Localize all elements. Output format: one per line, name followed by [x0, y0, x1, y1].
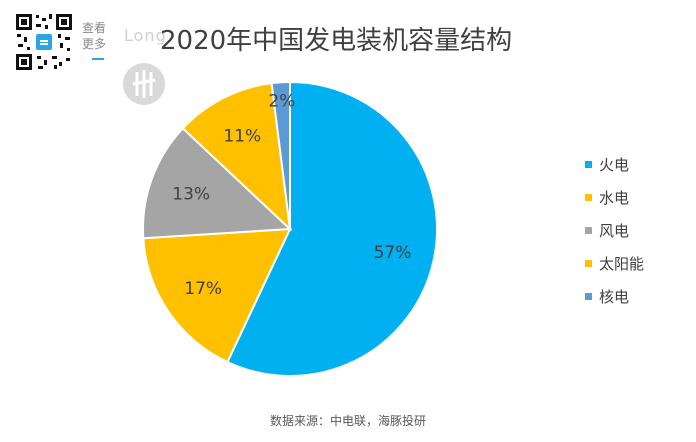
legend-label-thermal: 火电 — [599, 156, 630, 174]
view-more-label[interactable]: 查看更多 — [82, 21, 107, 51]
view-more-underline — [92, 58, 104, 60]
watermark-logo-text: Long — [124, 26, 167, 45]
legend-swatch-nuclear — [585, 293, 592, 300]
chart-legend: 火电水电风电太阳能核电 — [585, 148, 644, 313]
legend-swatch-solar — [585, 260, 592, 267]
qr-code — [14, 12, 74, 72]
legend-label-wind: 风电 — [599, 222, 630, 240]
data-source-note: 数据来源：中电联，海豚投研 — [269, 414, 426, 428]
pie-slice-wind — [142, 126, 293, 240]
pie-label-solar: 11% — [223, 126, 261, 146]
legend-label-solar: 太阳能 — [599, 255, 645, 273]
qr-code-graphic — [14, 12, 74, 72]
pie-label-thermal: 57% — [374, 243, 412, 263]
legend-item-thermal: 火电 — [585, 148, 644, 181]
pie-label-wind: 13% — [172, 184, 210, 204]
pie-label-hydro: 17% — [184, 279, 222, 299]
legend-swatch-thermal — [585, 161, 592, 168]
pie-slice-nuclear — [270, 80, 291, 230]
pie-slice-solar — [181, 82, 292, 232]
legend-item-nuclear: 核电 — [585, 280, 644, 313]
pie-slice-thermal — [226, 80, 438, 377]
legend-item-wind: 风电 — [585, 214, 644, 247]
legend-swatch-wind — [585, 227, 592, 234]
legend-label-nuclear: 核电 — [599, 288, 630, 306]
legend-label-hydro: 水电 — [599, 189, 630, 207]
pie-slice-hydro — [142, 227, 292, 364]
watermark-logo-icon — [123, 63, 165, 105]
pie-label-nuclear: 2% — [268, 91, 295, 111]
legend-item-solar: 太阳能 — [585, 247, 644, 280]
legend-swatch-hydro — [585, 194, 592, 201]
chart-title: 2020年中国发电装机容量结构 — [160, 26, 513, 56]
legend-item-hydro: 水电 — [585, 181, 644, 214]
